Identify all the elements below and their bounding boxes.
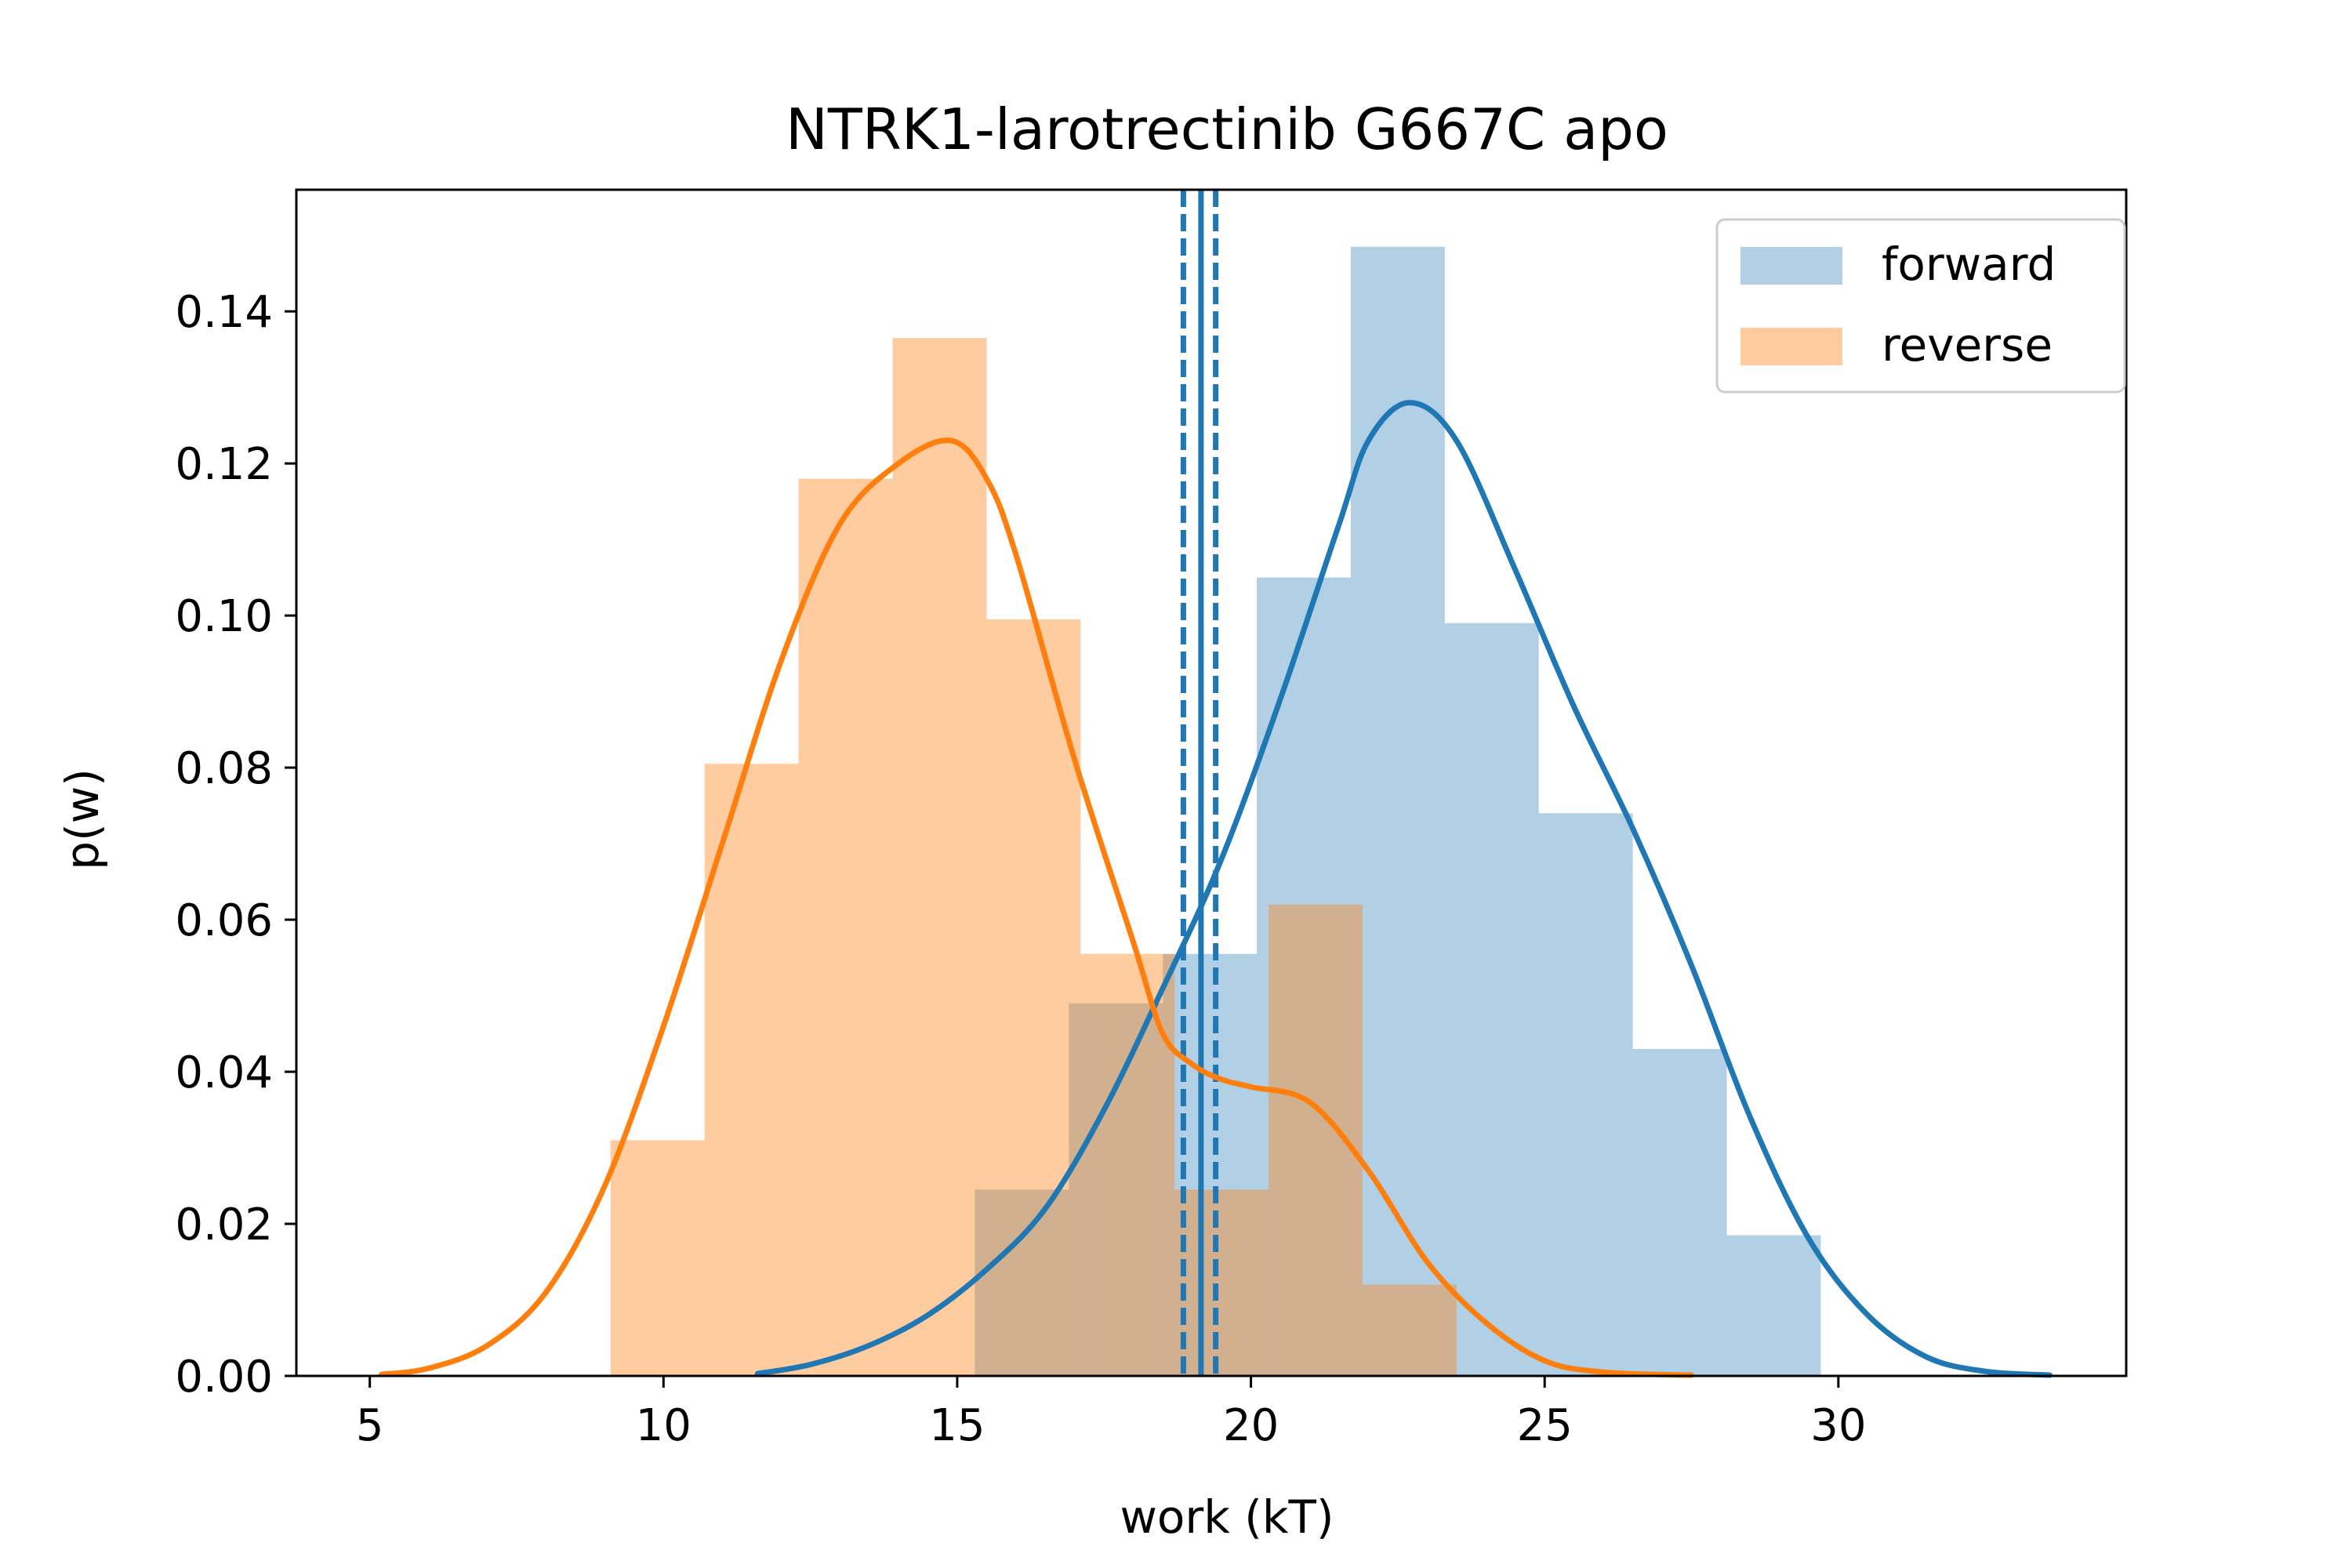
forward-kde-curve xyxy=(754,400,2053,1378)
reverse-bar xyxy=(798,478,893,1376)
y-tick-label: 0.06 xyxy=(175,895,273,946)
x-axis-label: work (kT) xyxy=(1120,1490,1334,1544)
forward-bar xyxy=(1163,953,1258,1376)
legend-label-reverse: reverse xyxy=(1882,318,2053,372)
plot-layer xyxy=(379,190,2053,1378)
forward-bar xyxy=(1444,622,1539,1376)
forward-bar xyxy=(1257,577,1351,1376)
x-tick-label: 10 xyxy=(636,1400,691,1451)
legend: forward reverse xyxy=(1715,218,2126,394)
legend-label-forward: forward xyxy=(1882,238,2056,291)
reverse-bar xyxy=(1362,1284,1457,1376)
forward-bar xyxy=(1350,246,1445,1377)
forward-bar xyxy=(975,1189,1069,1376)
x-tick-label: 25 xyxy=(1517,1400,1573,1451)
y-tick-label: 0.10 xyxy=(175,591,273,642)
x-tick-label: 5 xyxy=(356,1400,384,1451)
x-tick-label: 20 xyxy=(1223,1400,1279,1451)
reverse-kde-curve xyxy=(379,437,1694,1378)
y-tick-label: 0.00 xyxy=(175,1352,273,1403)
reverse-bar xyxy=(892,338,987,1376)
ticks-layer: 5 10 15 20 25 30 0.00 0.02 0.04 0.06 0.08 0.10 0.12 0… xyxy=(175,287,1866,1451)
axes-frame xyxy=(295,188,2128,1377)
legend-swatch-forward xyxy=(1740,247,1842,285)
reverse-bar xyxy=(610,1140,705,1376)
y-tick-label: 0.14 xyxy=(175,287,273,338)
y-tick-label: 0.02 xyxy=(175,1200,273,1250)
forward-bar xyxy=(1726,1235,1821,1376)
y-axis-label: p(w) xyxy=(56,768,109,870)
forward-bar xyxy=(1538,813,1633,1376)
reverse-histogram xyxy=(610,338,1457,1376)
forward-bar xyxy=(1632,1048,1727,1376)
x-tick-label: 30 xyxy=(1810,1400,1866,1451)
reverse-bar xyxy=(1080,953,1175,1376)
legend-swatch-reverse xyxy=(1740,328,1842,365)
y-tick-label: 0.04 xyxy=(175,1047,273,1098)
y-tick-label: 0.08 xyxy=(175,743,273,794)
legend-frame xyxy=(1715,218,2126,394)
forward-histogram xyxy=(975,246,1821,1377)
chart-title: NTRK1-larotrectinib G667C apo xyxy=(786,96,1668,162)
y-tick-label: 0.12 xyxy=(175,439,273,490)
forward-bar xyxy=(1069,1003,1163,1376)
reverse-bar xyxy=(1174,1189,1269,1376)
x-tick-label: 15 xyxy=(929,1400,985,1451)
reverse-bar xyxy=(704,764,799,1376)
reverse-bar xyxy=(986,619,1081,1376)
